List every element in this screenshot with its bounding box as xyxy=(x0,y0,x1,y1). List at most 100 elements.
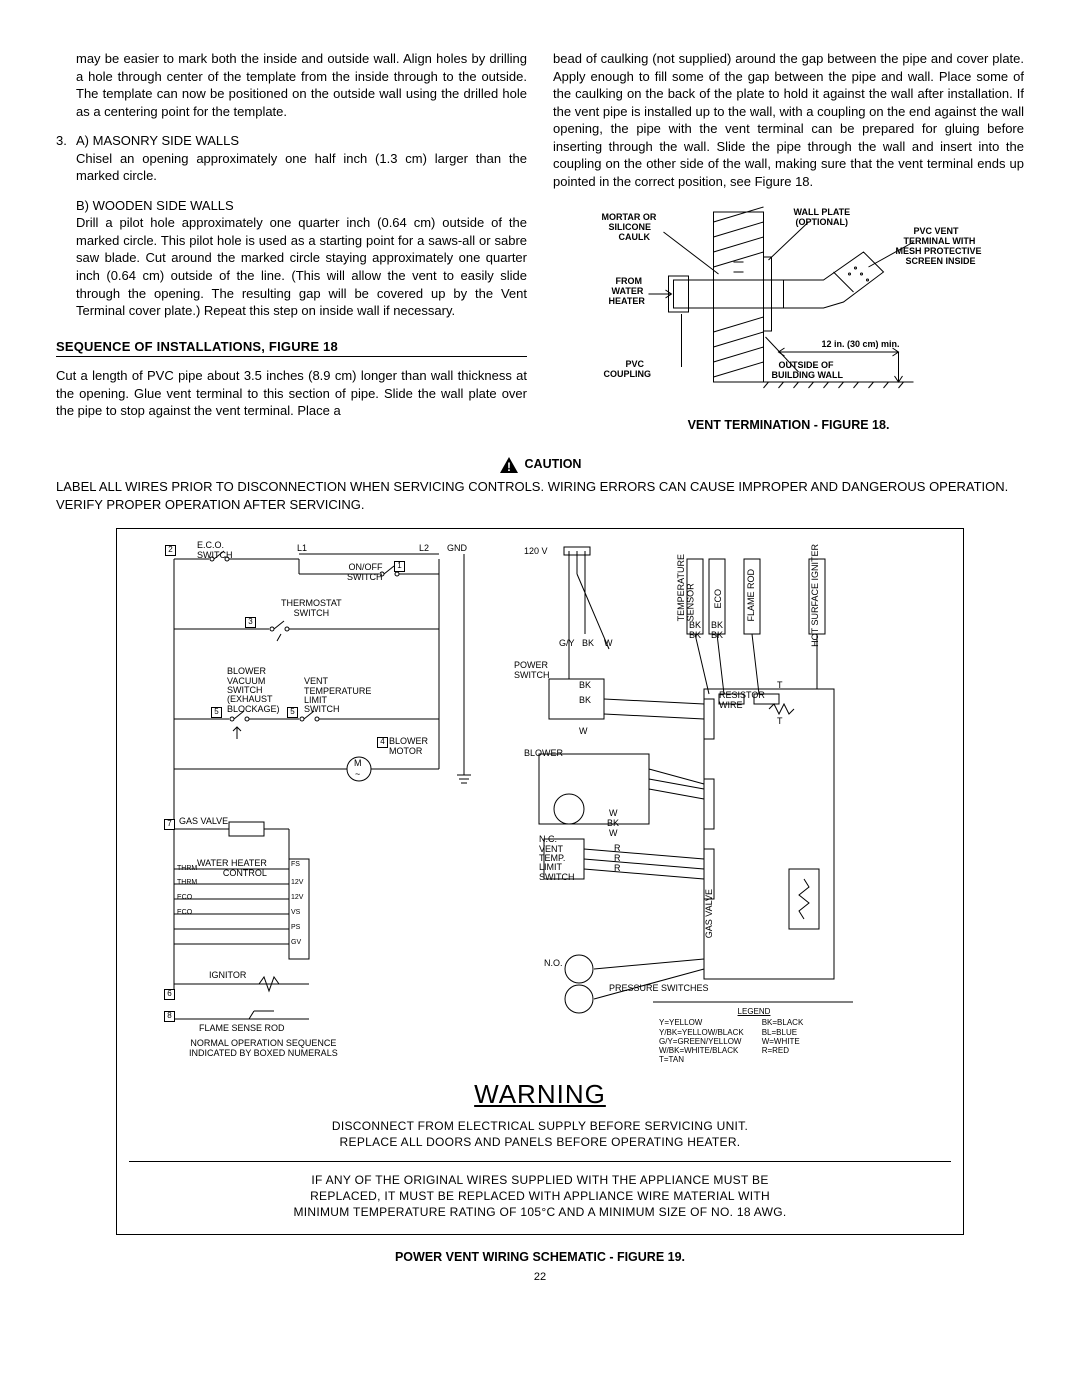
gy-label: G/Y xyxy=(559,639,575,648)
pin-gv: GV xyxy=(291,939,301,946)
warning-block: WARNING DISCONNECT FROM ELECTRICAL SUPPL… xyxy=(129,1077,951,1220)
resistor-label: RESISTORWIRE xyxy=(719,691,765,710)
page-number: 22 xyxy=(56,1270,1024,1285)
continued-para-left: may be easier to mark both the inside an… xyxy=(56,50,527,120)
onoff-label: ON/OFFSWITCH xyxy=(347,563,383,582)
item-3a-label: A) MASONRY SIDE WALLS xyxy=(76,132,527,150)
bk5-label: BK xyxy=(711,631,723,640)
pin-12v2: 12V xyxy=(291,894,303,901)
continued-para-right: bead of caulking (not supplied) around t… xyxy=(553,50,1024,190)
warning-line2: REPLACE ALL DOORS AND PANELS BEFORE OPER… xyxy=(129,1134,951,1150)
list-item-3: 3. A) MASONRY SIDE WALLS Chisel an openi… xyxy=(56,132,527,319)
svg-text:(OPTIONAL): (OPTIONAL) xyxy=(796,217,849,227)
svg-text:PVC VENT: PVC VENT xyxy=(914,226,960,236)
svg-text:HEATER: HEATER xyxy=(609,296,646,306)
r3-label: R xyxy=(614,864,621,873)
item-3b-label: B) WOODEN SIDE WALLS xyxy=(76,197,527,215)
box-4: 4 xyxy=(377,737,388,748)
bk7-label: BK xyxy=(579,696,591,705)
heading-rule xyxy=(56,356,527,357)
box-8: 8 xyxy=(164,1011,175,1022)
legend-rule xyxy=(653,1001,853,1015)
pin-eco: ECO xyxy=(177,894,192,901)
schematic-box: L1 L2 GND xyxy=(116,528,964,1235)
thermostat-label: THERMOSTATSWITCH xyxy=(281,599,342,618)
no-label: N.O. xyxy=(544,959,563,968)
svg-text:MORTAR OR: MORTAR OR xyxy=(602,212,657,222)
vent-figure: MORTAR OR SILICONE CAULK FROM WATER HEAT… xyxy=(553,202,1024,407)
t1-label: T xyxy=(777,681,783,690)
box-5: 5 xyxy=(211,707,222,718)
vent-temp-label: VENTTEMPERATURELIMITSWITCH xyxy=(304,677,371,715)
v120-label: 120 V xyxy=(524,547,548,556)
warning-divider xyxy=(129,1161,951,1162)
legend-l5: T=TAN xyxy=(659,1055,744,1064)
svg-text:SILICONE: SILICONE xyxy=(609,222,652,232)
pin-12v: 12V xyxy=(291,879,303,886)
box-6: 6 xyxy=(164,989,175,1000)
legend-l2: Y/BK=YELLOW/BLACK xyxy=(659,1028,744,1037)
vent-diagram-svg: MORTAR OR SILICONE CAULK FROM WATER HEAT… xyxy=(553,202,1024,402)
item-3a-body: Chisel an opening approximately one half… xyxy=(76,150,527,185)
svg-text:TERMINAL WITH: TERMINAL WITH xyxy=(904,236,976,246)
legend-box: LEGEND Y=YELLOW Y/BK=YELLOW/BLACK G/Y=GR… xyxy=(659,1007,849,1064)
warning-line1: DISCONNECT FROM ELECTRICAL SUPPLY BEFORE… xyxy=(129,1118,951,1134)
schematic-area: L1 L2 GND xyxy=(129,539,951,1069)
svg-text:L1: L1 xyxy=(297,543,307,553)
list-number: 3. xyxy=(56,132,76,319)
box-1: 1 xyxy=(394,561,405,572)
svg-text:CAULK: CAULK xyxy=(619,232,651,242)
caution-text: LABEL ALL WIRES PRIOR TO DISCONNECTION W… xyxy=(56,478,1024,514)
left-column: may be easier to mark both the inside an… xyxy=(56,50,527,434)
bk3-label: BK xyxy=(689,631,701,640)
svg-text:12 in. (30 cm) min.: 12 in. (30 cm) min. xyxy=(822,339,900,349)
svg-text:GND: GND xyxy=(447,543,468,553)
eco-switch-label: E.C.O.SWITCH xyxy=(197,541,233,560)
gas-valve-v-label: GAS VALVE xyxy=(705,889,714,938)
svg-text:COUPLING: COUPLING xyxy=(604,369,652,379)
svg-text:WALL PLATE: WALL PLATE xyxy=(794,207,851,217)
power-switch-label: POWERSWITCH xyxy=(514,661,550,680)
ignitor-label: IGNITOR xyxy=(209,971,246,980)
legend-l3: G/Y=GREEN/YELLOW xyxy=(659,1037,744,1046)
wh-control-label: WATER HEATERCONTROL xyxy=(197,859,267,878)
legend-l1: Y=YELLOW xyxy=(659,1018,744,1027)
svg-text:SCREEN INSIDE: SCREEN INSIDE xyxy=(906,256,976,266)
bk6-label: BK xyxy=(579,681,591,690)
m-label: M xyxy=(354,759,362,768)
nc-vent-label: N.C.VENTTEMP.LIMITSWITCH xyxy=(539,835,575,882)
w-label: W xyxy=(604,639,613,648)
svg-text:OUTSIDE OF: OUTSIDE OF xyxy=(779,360,835,370)
pin-ps: PS xyxy=(291,924,300,931)
warning-line3: IF ANY OF THE ORIGINAL WIRES SUPPLIED WI… xyxy=(129,1172,951,1188)
flame-sense-label: FLAME SENSE ROD xyxy=(199,1024,285,1033)
box-7: 7 xyxy=(164,819,175,830)
warning-line5: MINIMUM TEMPERATURE RATING OF 105°C AND … xyxy=(129,1204,951,1220)
svg-text:!: ! xyxy=(507,460,511,474)
svg-text:FROM: FROM xyxy=(616,276,643,286)
list-body-3: A) MASONRY SIDE WALLS Chisel an opening … xyxy=(76,132,527,319)
blower-label: BLOWER xyxy=(524,749,563,758)
sequence-para: Cut a length of PVC pipe about 3.5 inche… xyxy=(56,367,527,420)
blower-vac-label: BLOWERVACUUMSWITCH(EXHAUSTBLOCKAGE) xyxy=(227,667,280,714)
warning-line4: REPLACED, IT MUST BE REPLACED WITH APPLI… xyxy=(129,1188,951,1204)
eco-v-label: ECO xyxy=(714,589,723,609)
legend-r2: BL=BLUE xyxy=(762,1028,804,1037)
pin-eco2: ECO xyxy=(177,909,192,916)
fig19-caption: POWER VENT WIRING SCHEMATIC - FIGURE 19. xyxy=(56,1249,1024,1266)
right-column: bead of caulking (not supplied) around t… xyxy=(553,50,1024,434)
pressure-label: PRESSURE SWITCHES xyxy=(609,984,709,993)
caution-icon: ! xyxy=(499,456,519,474)
pin-fs: FS xyxy=(291,861,300,868)
caution-label: CAUTION xyxy=(525,456,582,473)
box-2: 2 xyxy=(165,545,176,556)
svg-text:WATER: WATER xyxy=(612,286,644,296)
w4-label: W xyxy=(609,829,618,838)
sequence-heading: SEQUENCE OF INSTALLATIONS, FIGURE 18 xyxy=(56,338,527,356)
hsi-label: HOT SURFACE IGNITER xyxy=(811,544,820,647)
gas-valve-label: GAS VALVE xyxy=(179,817,228,826)
svg-text:BUILDING WALL: BUILDING WALL xyxy=(772,370,844,380)
svg-text:MESH PROTECTIVE: MESH PROTECTIVE xyxy=(896,246,982,256)
temp-sensor-label: TEMPERATURESENSOR xyxy=(677,554,696,621)
flame-rod-label: FLAME ROD xyxy=(747,569,756,622)
